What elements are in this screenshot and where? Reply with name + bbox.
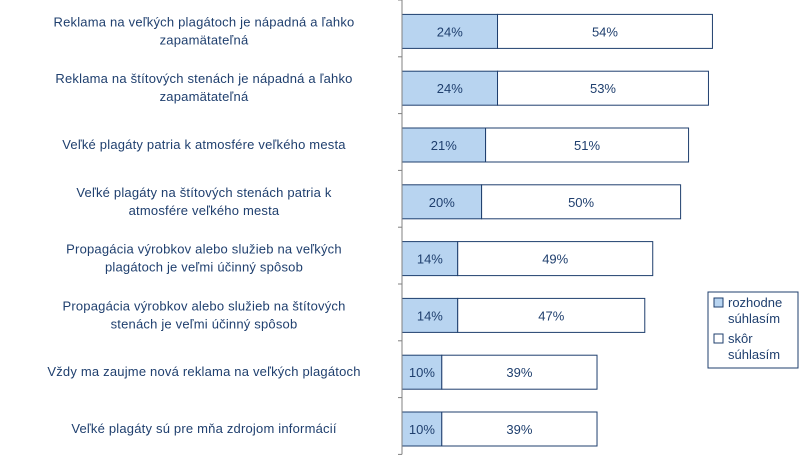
bar-strongly-agree-4 (401, 184, 483, 220)
category-label-4: Veľké plagáty na štítových stenách patri… (76, 185, 331, 218)
bar-label-strongly-agree-1: 24% (437, 24, 463, 39)
bar-label-strongly-agree-5: 14% (417, 252, 443, 267)
legend-swatch-rather-agree (713, 333, 724, 344)
bar-rather-agree-2 (497, 70, 709, 106)
bar-label-rather-agree-2: 53% (590, 81, 616, 96)
bar-label-rather-agree-6: 47% (538, 308, 564, 323)
bar-label-rather-agree-8: 39% (506, 422, 532, 437)
axis (398, 0, 403, 455)
bar-label-strongly-agree-7: 10% (409, 365, 435, 380)
bar-label-rather-agree-5: 49% (542, 252, 568, 267)
bar-rather-agree-7 (441, 354, 598, 390)
bar-label-strongly-agree-4: 20% (429, 195, 455, 210)
bar-rather-agree-6 (457, 297, 646, 333)
bar-label-strongly-agree-8: 10% (409, 422, 435, 437)
category-label-1: Reklama na veľkých plagátoch je nápadná … (53, 14, 354, 47)
bar-label-strongly-agree-2: 24% (437, 81, 463, 96)
legend-label-strongly-agree: rozhodne súhlasím (728, 295, 782, 326)
bar-rather-agree-8 (441, 411, 598, 447)
bar-strongly-agree-2 (401, 70, 499, 106)
legend-swatch-strongly-agree (713, 297, 724, 308)
bar-rather-agree-1 (497, 13, 713, 49)
category-label-2: Reklama na štítových stenách je nápadná … (55, 71, 352, 104)
category-label-6: Propagácia výrobkov alebo služieb na ští… (62, 298, 345, 331)
bar-rather-agree-3 (485, 127, 690, 163)
category-label-5: Propagácia výrobkov alebo služieb na veľ… (66, 242, 342, 275)
bar-rather-agree-5 (457, 241, 654, 277)
legend: rozhodne súhlasím skôr súhlasím (707, 291, 799, 369)
bar-label-rather-agree-7: 39% (506, 365, 532, 380)
bar-strongly-agree-1 (401, 13, 499, 49)
bar-rather-agree-4 (481, 184, 682, 220)
category-label-3: Veľké plagáty patria k atmosfére veľkého… (62, 137, 346, 152)
bar-strongly-agree-3 (401, 127, 487, 163)
bar-strongly-agree-7 (401, 354, 443, 390)
bar-label-strongly-agree-6: 14% (417, 308, 443, 323)
category-label-8: Veľké plagáty sú pre mňa zdrojom informá… (71, 421, 336, 436)
category-labels: Reklama na veľkých plagátoch je nápadná … (47, 14, 360, 436)
bar-label-rather-agree-1: 54% (592, 24, 618, 39)
legend-label-rather-agree: skôr súhlasím (728, 331, 780, 362)
bar-label-rather-agree-4: 50% (568, 195, 594, 210)
category-label-7: Vždy ma zaujme nová reklama na veľkých p… (47, 364, 360, 379)
bars: 24% 54% 24% 53% 21% 51% 20% 50% 14% 49% 14% 47% 10% 3… (401, 13, 713, 447)
bar-label-strongly-agree-3: 21% (431, 138, 457, 153)
bar-label-rather-agree-3: 51% (574, 138, 600, 153)
